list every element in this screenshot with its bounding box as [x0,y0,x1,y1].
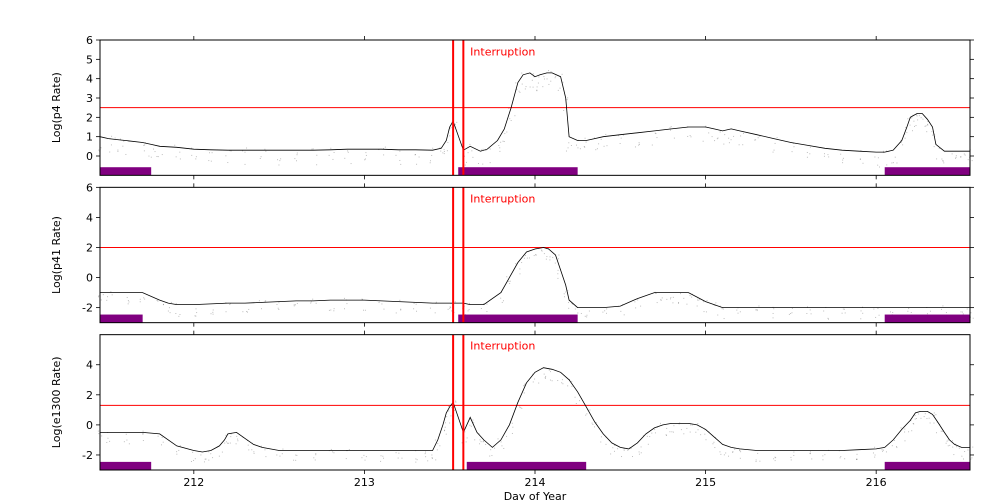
ytick-label: -2 [82,449,93,462]
data-curve [100,73,970,152]
xtick-label: 215 [695,476,716,489]
bar-span [100,315,143,323]
ylabel: Log(e1300 Rate) [50,356,63,448]
ytick-label: 4 [86,211,93,224]
scatter-e1300 [98,370,973,463]
scatter-p4 [98,70,972,167]
ytick-label: 3 [86,92,93,105]
xtick-label: 216 [866,476,887,489]
bar-span [458,167,577,175]
interruption-label: Interruption [470,45,535,58]
xtick-label: 213 [354,476,375,489]
ytick-label: 1 [86,131,93,144]
ylabel: Log(p41 Rate) [50,216,63,294]
ylabel: Log(p4 Rate) [50,72,63,143]
ytick-label: -2 [82,302,93,315]
bar-span [458,315,577,323]
panel-p41: Interruption -2 0 2 4 6 Log(p41 Rate) [50,181,974,326]
data-curve [100,248,970,308]
ytick-label: 6 [86,181,93,194]
panel-e1300: Interruption -2 0 2 4 212 213 214 215 216 Log(e130… [50,331,974,489]
ytick-label: 2 [86,389,93,402]
bar-span [467,462,586,470]
chart-svg: Interruption0123456Log(p4 Rate)Interrupt… [0,0,1000,500]
scatter-p41 [98,248,974,320]
bar-span [100,167,151,175]
xtick-label: 214 [525,476,546,489]
ytick-label: 6 [86,34,93,47]
interruption-label: Interruption [470,192,535,205]
chart-container: Interruption0123456Log(p4 Rate)Interrupt… [0,0,1000,500]
ytick-label: 4 [86,359,93,372]
bar-span [100,462,151,470]
axis-frame [100,187,970,322]
bar-span [885,315,970,323]
ytick-label: 2 [86,241,93,254]
panel-p4: Interruption 0 1 2 3 4 5 6 Log(p4 Rate) [50,34,974,179]
xlabel: Day of Year [504,490,567,500]
ytick-label: 4 [86,73,93,86]
ytick-label: 5 [86,53,93,66]
data-curve [100,368,970,452]
ytick-label: 0 [86,272,93,285]
ytick-label: 2 [86,111,93,124]
bar-span [885,167,970,175]
ytick-label: 0 [86,419,93,432]
axis-frame [100,335,970,470]
xtick-label: 212 [183,476,204,489]
ytick-label: 0 [86,150,93,163]
bar-span [885,462,970,470]
interruption-label: Interruption [470,340,535,353]
